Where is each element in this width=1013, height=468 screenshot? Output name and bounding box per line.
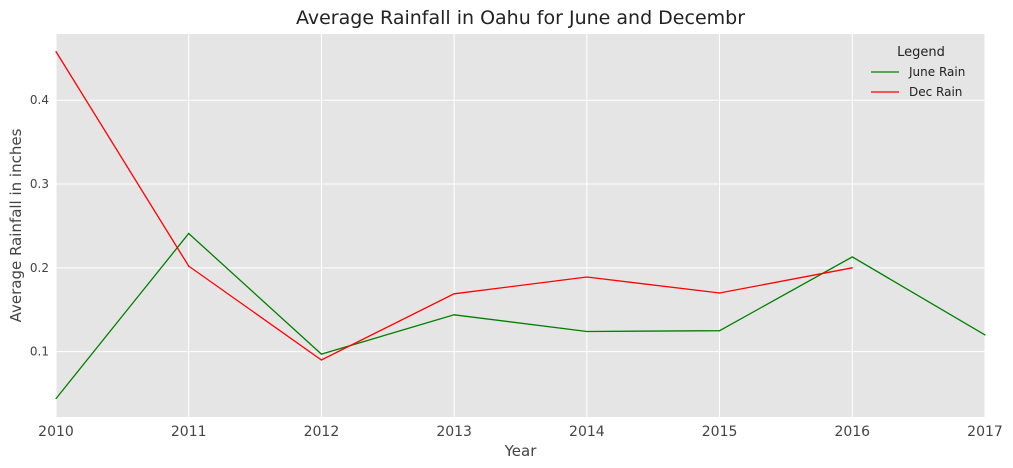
data-point [586,276,588,278]
y-tick-label: 0.4 [30,93,49,107]
series-line [55,232,986,400]
gridlines [55,34,986,417]
legend-entry: Dec Rain [871,85,962,99]
data-point [188,265,190,267]
x-tick-label: 2013 [436,424,472,440]
x-tick-labels: 2010 2011 2012 2013 2014 2015 2016 2017 [38,424,1003,440]
plot-area [56,34,985,417]
x-tick-label: 2017 [967,424,1003,440]
x-tick-label: 2011 [171,424,207,440]
y-axis-label: Average Rainfall in inches [7,128,25,322]
x-tick-label: 2010 [38,424,74,440]
x-tick-label: 2015 [702,424,738,440]
data-point [320,353,323,355]
y-tick-label: 0.2 [30,261,49,275]
x-axis-label: Year [504,442,538,460]
data-point [586,330,588,333]
data-point [718,330,721,332]
data-point [984,334,986,336]
legend-label: June Rain [908,65,965,79]
legend: Legend June Rain Dec Rain [871,45,965,99]
legend-entry: June Rain [871,65,965,79]
data-point [851,256,853,258]
data-point [718,292,721,294]
y-tick-label: 0.3 [30,177,49,191]
x-tick-label: 2012 [304,424,340,440]
legend-title: Legend [897,45,945,60]
data-point [55,50,57,53]
data-point [453,314,455,316]
y-tick-label: 0.1 [30,345,49,359]
x-tick-label: 2014 [569,424,605,440]
data-point [55,397,57,400]
data-point [453,293,455,295]
data-point [320,359,323,361]
y-tick-labels: 0.1 0.2 0.3 0.4 [30,93,49,358]
legend-label: Dec Rain [909,85,962,99]
series-dec-rain [55,50,853,361]
data-point [188,232,190,235]
series-june-rain [55,232,986,400]
x-tick-label: 2016 [834,424,870,440]
data-point [851,267,853,269]
chart-title: Average Rainfall in Oahu for June and De… [296,7,745,29]
series-layer [55,50,986,400]
